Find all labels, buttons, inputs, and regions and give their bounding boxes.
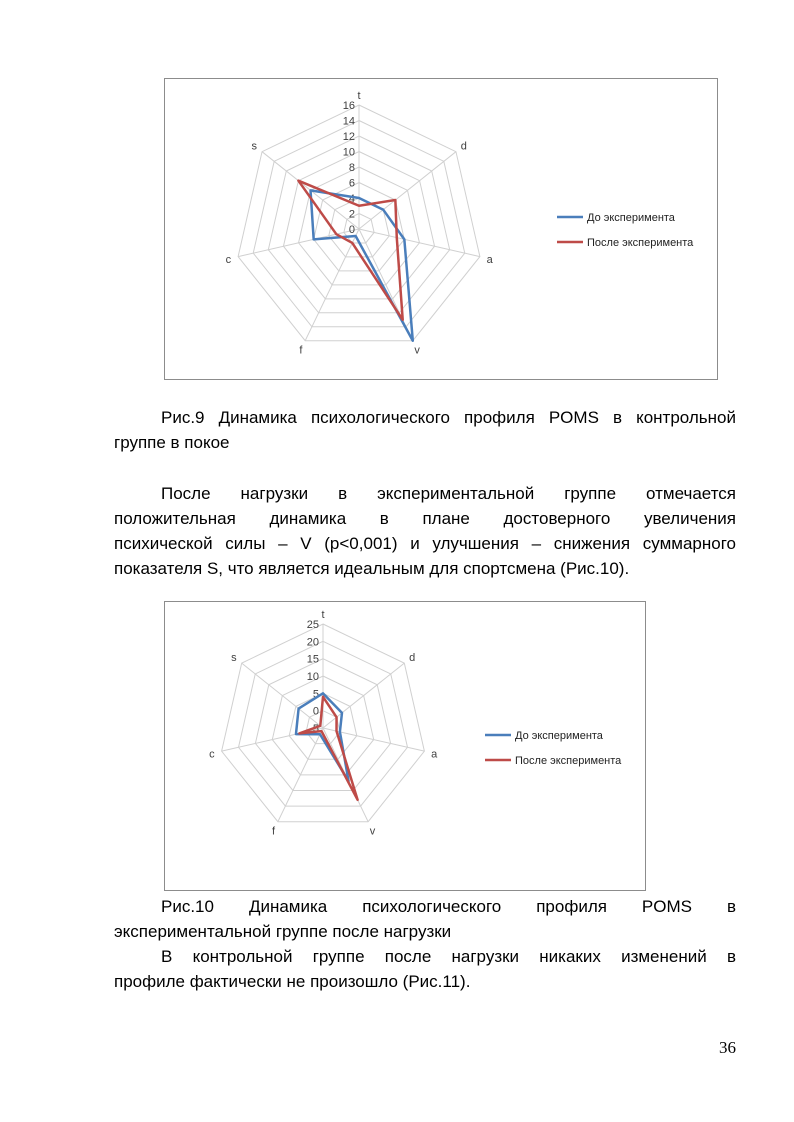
grid-spoke	[358, 151, 457, 230]
paragraph-line: После нагрузки в экспериментальной групп…	[161, 484, 736, 503]
body-paragraph-1: После нагрузки в экспериментальной групп…	[114, 481, 736, 581]
radar-chart-9: 0 2 4 6 8 10 12 14 16t d a v f c s До эксперимента После…	[226, 90, 695, 357]
grid-spoke	[358, 228, 481, 258]
caption-line: экспериментальной группе после нагрузки	[114, 922, 452, 941]
tick-label: 10	[343, 147, 355, 159]
series-line-1	[297, 179, 404, 322]
series-line-1	[298, 695, 359, 802]
tick-label: 0	[313, 706, 319, 718]
axis-label-d: d	[409, 652, 415, 664]
caption-line: группе в покое	[114, 433, 230, 452]
paragraph-line: профиле фактически не произошло (Рис.11)…	[114, 972, 471, 991]
chart-figure-9: 0 2 4 6 8 10 12 14 16 t d a v f c s До эксперимента После…	[164, 78, 718, 380]
legend-label: До эксперимента	[515, 730, 604, 742]
body-paragraph-2: В контрольной группе после нагрузки ника…	[114, 944, 736, 994]
axis-label-d: d	[461, 140, 467, 152]
tick-label: 14	[343, 116, 355, 128]
grid-ring	[252, 119, 466, 328]
legend-label: До эксперимента	[587, 212, 676, 224]
axis-label-t: t	[357, 90, 360, 102]
caption-line: Рис.9 Динамика психологического профиля …	[161, 408, 736, 427]
axis-label-f: f	[299, 345, 303, 357]
grid-ring	[254, 658, 392, 791]
tick-label: 12	[343, 131, 355, 143]
axis-label-a: a	[487, 254, 494, 266]
legend-label: После эксперимента	[587, 237, 694, 249]
caption-line: Рис.10 Динамика психологического профиля…	[161, 897, 736, 916]
axis-label-v: v	[370, 826, 376, 838]
grid-spoke	[322, 662, 405, 729]
axis-label-s: s	[251, 140, 257, 152]
series-line-0	[309, 189, 415, 342]
chart-figure-10: -5 0 5 10 15 20 25 t d a v f c s До эксперимента После …	[164, 601, 646, 891]
grid-ring	[288, 692, 358, 760]
tick-label: 2	[349, 209, 355, 221]
axis-label-a: a	[431, 748, 438, 760]
grid-ring	[221, 623, 425, 823]
tick-label: 25	[307, 619, 319, 631]
axis-label-v: v	[414, 345, 420, 357]
paragraph-line: психической силы – V (p<0,001) и улучшен…	[114, 534, 736, 553]
tick-label: 10	[307, 671, 319, 683]
tick-label: 16	[343, 100, 355, 112]
legend-label: После эксперимента	[515, 755, 622, 767]
grid-spoke	[241, 662, 324, 729]
tick-label: 15	[307, 654, 319, 666]
grid-ring	[267, 135, 451, 314]
paragraph-line: В контрольной группе после нагрузки ника…	[161, 947, 736, 966]
grid-ring	[282, 150, 436, 300]
caption-figure-10: Рис.10 Динамика психологического профиля…	[114, 894, 736, 944]
page-number: 36	[719, 1038, 736, 1057]
tick-label: 5	[313, 688, 319, 700]
grid-ring	[328, 197, 390, 258]
grid-ring	[237, 104, 481, 342]
axis-label-c: c	[209, 748, 215, 760]
grid-ring	[298, 166, 420, 286]
paragraph-line: показателя S, что является идеальным для…	[114, 559, 630, 578]
grid-ring	[237, 640, 409, 807]
axis-label-c: c	[226, 254, 232, 266]
paragraph-line: положительная динамика в плане достоверн…	[114, 509, 736, 528]
tick-label: 8	[349, 162, 355, 174]
axis-label-t: t	[321, 609, 324, 621]
axis-label-s: s	[231, 652, 237, 664]
tick-label: 0	[349, 224, 355, 236]
tick-label: 20	[307, 636, 319, 648]
grid-spoke	[237, 228, 360, 258]
grid-ring	[271, 675, 375, 776]
axis-label-f: f	[272, 826, 276, 838]
tick-label: 4	[349, 193, 355, 205]
tick-label: 6	[349, 178, 355, 190]
caption-figure-9: Рис.9 Динамика психологического профиля …	[114, 405, 736, 455]
grid-spoke	[277, 727, 324, 822]
grid-spoke	[304, 228, 360, 341]
